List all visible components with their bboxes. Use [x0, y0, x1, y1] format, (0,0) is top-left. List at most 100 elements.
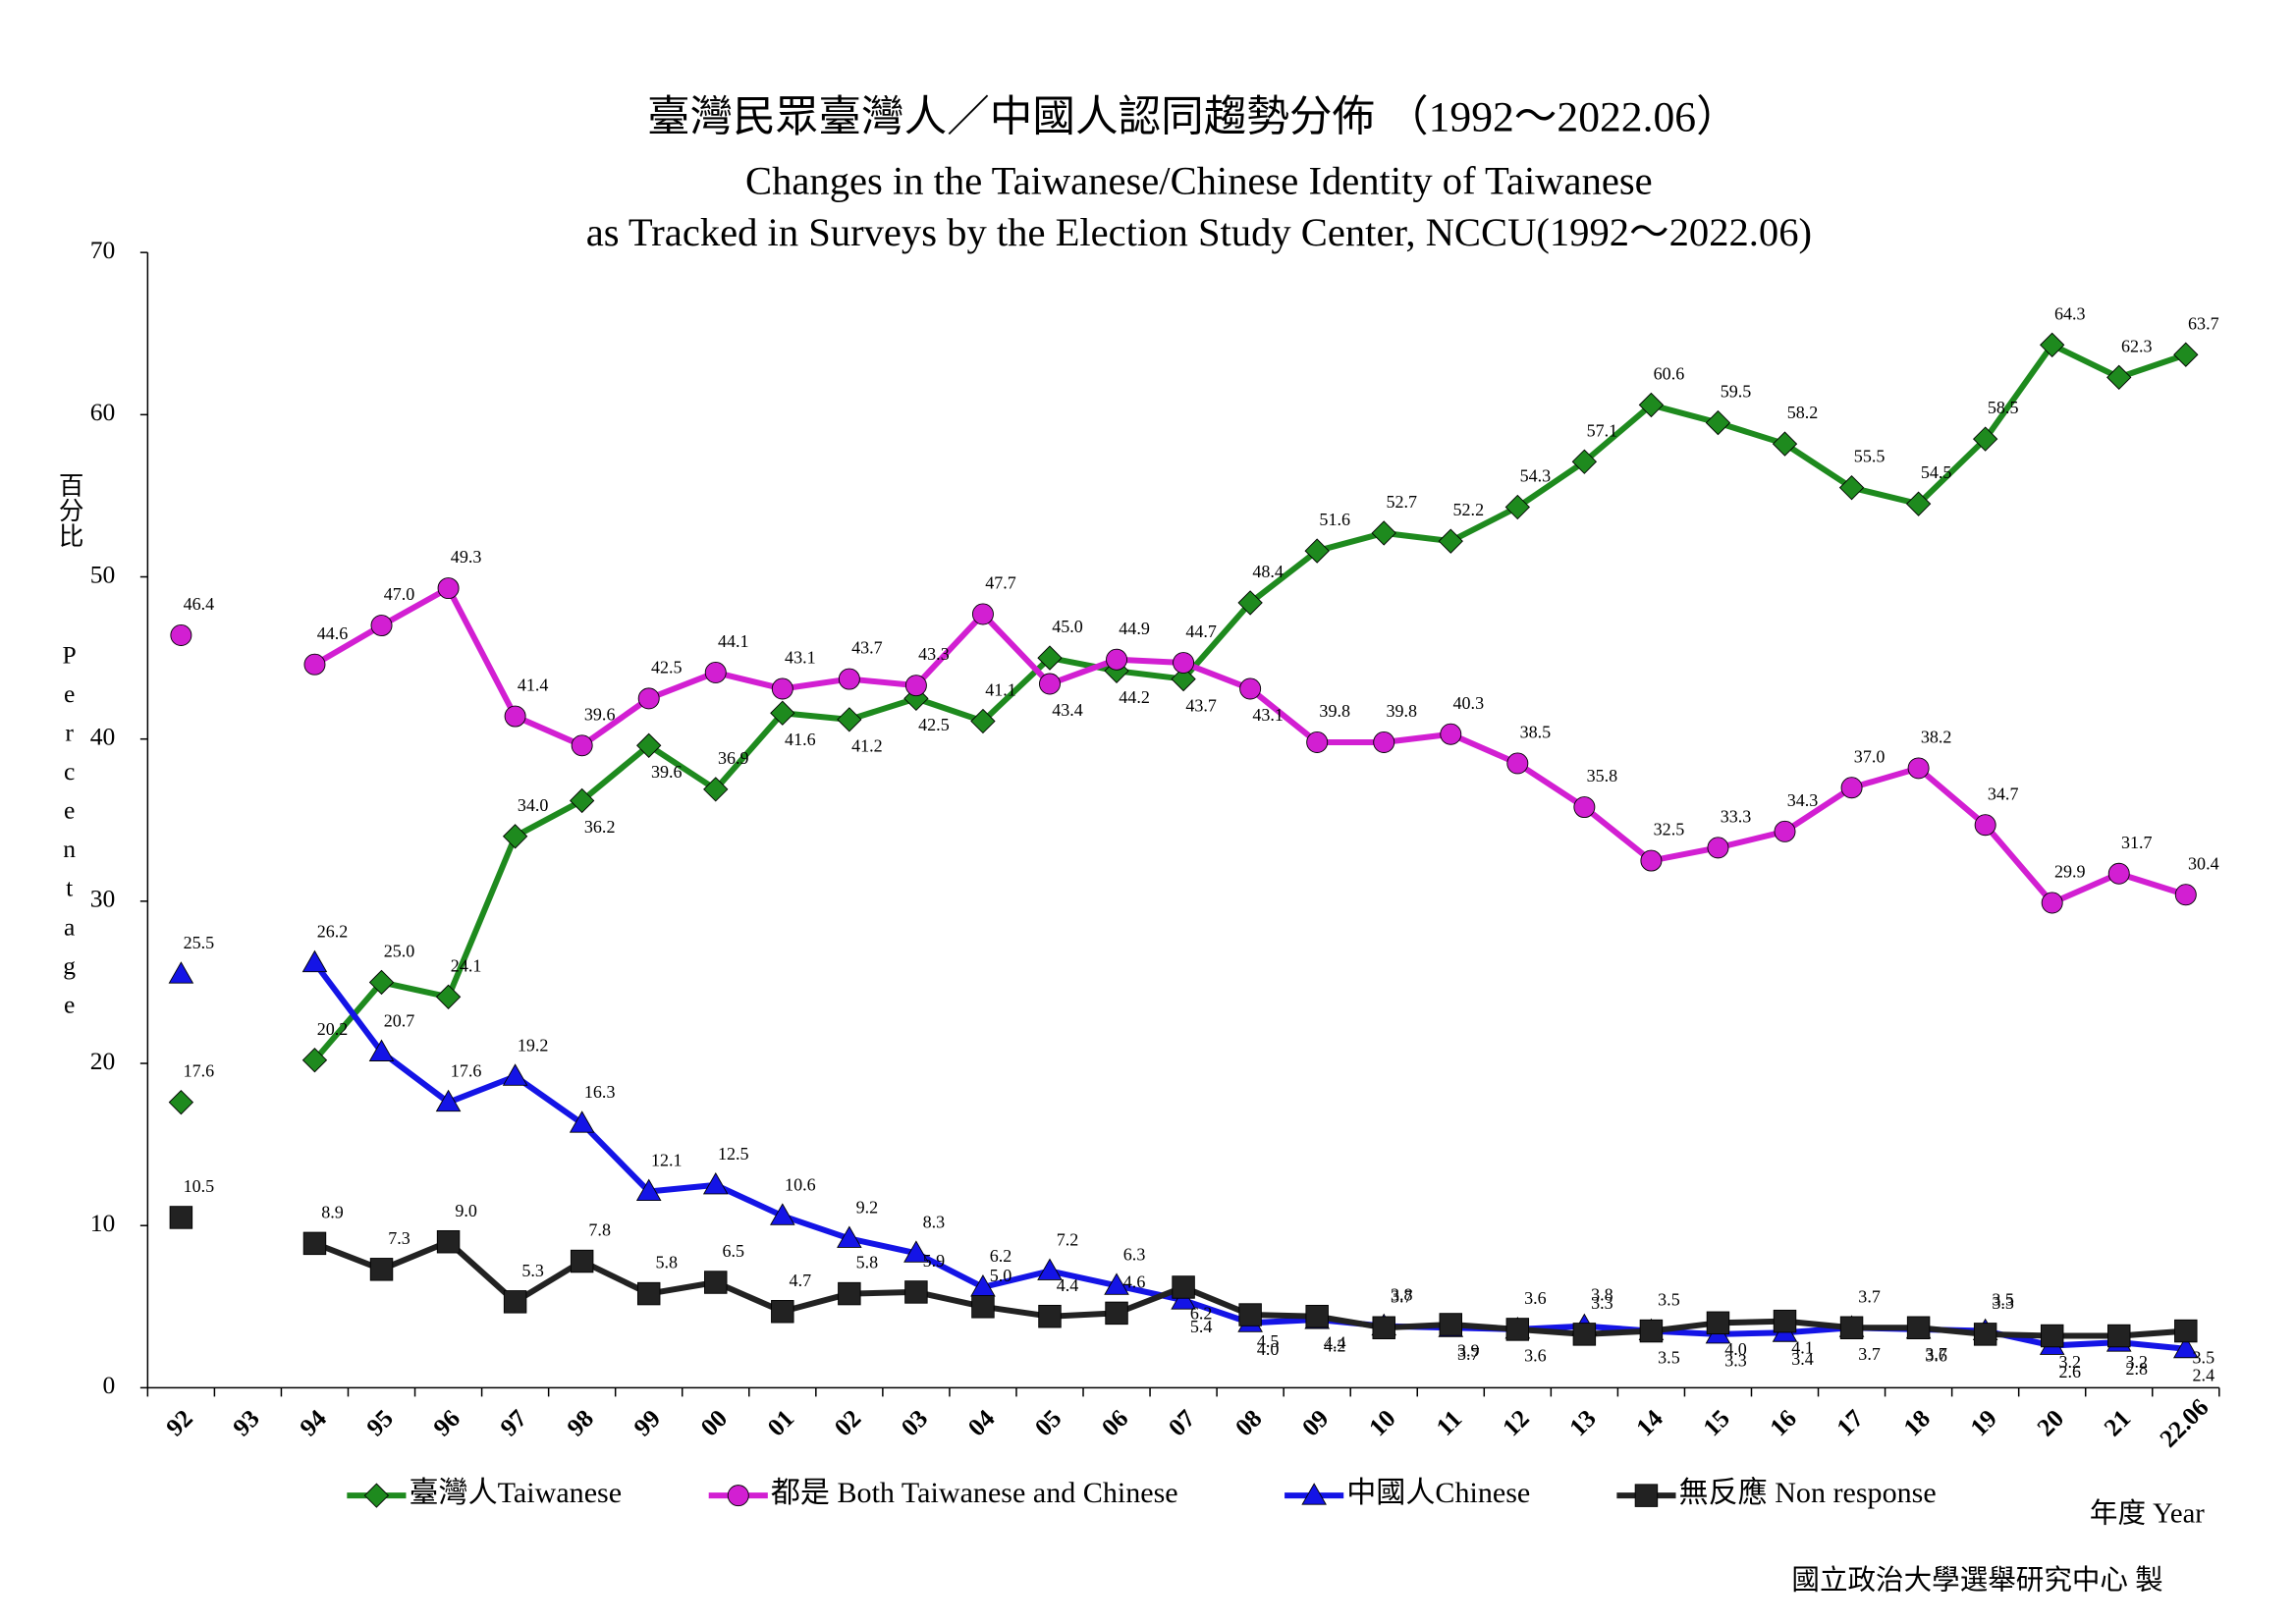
data-label: 3.5: [1658, 1290, 1680, 1310]
data-label: 60.6: [1654, 363, 1685, 383]
data-point: [1440, 723, 1462, 745]
data-point: [2174, 884, 2197, 906]
data-label: 43.1: [785, 648, 816, 668]
data-point: [1504, 494, 1530, 520]
data-point: [1774, 820, 1796, 842]
data-point: [368, 969, 395, 996]
data-point: [368, 1039, 395, 1061]
data-point: [1505, 1318, 1530, 1341]
data-label: 41.4: [518, 676, 549, 695]
data-point: [1640, 849, 1663, 872]
data-point: [904, 675, 927, 697]
data-label: 44.1: [718, 631, 749, 651]
data-label: 37.0: [1854, 746, 1886, 766]
data-point: [838, 1281, 861, 1306]
data-point: [502, 824, 528, 849]
data-label: 39.6: [651, 762, 683, 782]
data-label: 44.6: [317, 623, 349, 643]
data-label: 42.5: [651, 657, 683, 677]
data-label: 3.3: [1992, 1293, 2014, 1313]
data-label: 3.6: [1925, 1346, 1947, 1366]
data-label: 7.8: [588, 1220, 611, 1240]
data-point: [1373, 731, 1395, 753]
data-point: [303, 653, 326, 676]
data-label: 9.0: [455, 1201, 477, 1220]
y-tick-label: 30: [90, 885, 116, 913]
data-point: [571, 734, 593, 757]
data-point: [636, 732, 662, 758]
data-label: 49.3: [451, 547, 482, 567]
data-point: [770, 700, 795, 726]
data-label: 3.7: [1858, 1286, 1881, 1306]
data-label: 31.7: [2121, 833, 2153, 852]
data-label: 4.1: [1791, 1337, 1814, 1357]
data-point: [1839, 1316, 1864, 1339]
data-point: [1237, 590, 1263, 616]
data-label: 8.9: [321, 1202, 344, 1221]
legend-marker: [1634, 1484, 1659, 1507]
data-point: [1104, 1272, 1129, 1295]
legend-label: 中國人Chinese: [1346, 1476, 1530, 1509]
data-point: [1171, 666, 1196, 692]
data-label: 40.3: [1453, 693, 1485, 713]
data-point: [1038, 1304, 1062, 1328]
data-label: 4.5: [1257, 1331, 1280, 1351]
data-label: 17.6: [184, 1061, 215, 1081]
data-label: 25.5: [184, 933, 215, 952]
data-point: [1372, 1316, 1395, 1339]
legend-label: 臺灣人Taiwanese: [409, 1476, 622, 1509]
data-label: 5.8: [856, 1253, 879, 1272]
data-label: 38.2: [1921, 727, 1952, 746]
data-label: 7.2: [1057, 1230, 1079, 1250]
data-label: 32.5: [1654, 820, 1685, 839]
data-label: 6.2: [990, 1246, 1012, 1266]
data-point: [1907, 757, 1930, 780]
data-label: 2.6: [2058, 1362, 2081, 1381]
data-point: [704, 661, 727, 683]
data-point: [1304, 538, 1330, 564]
data-point: [1438, 528, 1463, 554]
data-point: [435, 1089, 462, 1112]
data-point: [1371, 520, 1396, 546]
data-label: 19.2: [518, 1035, 549, 1055]
data-point: [771, 677, 793, 700]
data-label: 25.0: [384, 942, 415, 961]
data-label: 44.9: [1119, 619, 1150, 638]
data-label: 30.4: [2188, 853, 2219, 873]
data-label: 63.7: [2188, 313, 2219, 333]
legend-marker: [1301, 1483, 1327, 1505]
data-label: 41.1: [985, 680, 1016, 700]
data-label: 6.2: [1190, 1304, 1213, 1324]
data-label: 36.9: [718, 748, 749, 768]
data-point: [1306, 731, 1329, 753]
data-label: 55.5: [1854, 447, 1886, 466]
data-label: 24.1: [451, 955, 482, 975]
data-label: 3.2: [2058, 1352, 2081, 1372]
data-label: 47.0: [384, 584, 415, 604]
data-point: [1639, 1319, 1664, 1343]
y-tick-label: 70: [90, 236, 116, 264]
data-label: 4.0: [1724, 1339, 1747, 1359]
data-label: 51.6: [1319, 510, 1350, 529]
data-point: [1573, 796, 1596, 819]
chart-subtitle: Changes in the Taiwanese/Chinese Identit…: [745, 158, 1653, 202]
chart-title: 臺灣民眾臺灣人／中國人認同趨勢分佈 （1992～2022.06）: [647, 93, 1739, 140]
data-label: 12.5: [718, 1144, 749, 1164]
data-point: [1173, 652, 1195, 675]
data-label: 10.5: [184, 1176, 215, 1196]
data-point: [569, 787, 595, 814]
data-point: [2173, 342, 2199, 367]
data-point: [1906, 1316, 1931, 1339]
data-point: [769, 1203, 795, 1225]
data-point: [168, 1090, 194, 1115]
data-point: [1905, 491, 1932, 516]
data-label: 29.9: [2054, 862, 2086, 882]
data-label: 34.7: [1988, 784, 2019, 803]
legend-marker: [727, 1485, 749, 1507]
data-point: [503, 1290, 527, 1314]
data-label: 3.7: [1391, 1286, 1413, 1306]
data-label: 46.4: [184, 594, 215, 614]
data-point: [1506, 752, 1529, 775]
data-point: [435, 984, 462, 1009]
data-label: 3.8: [1591, 1285, 1613, 1305]
